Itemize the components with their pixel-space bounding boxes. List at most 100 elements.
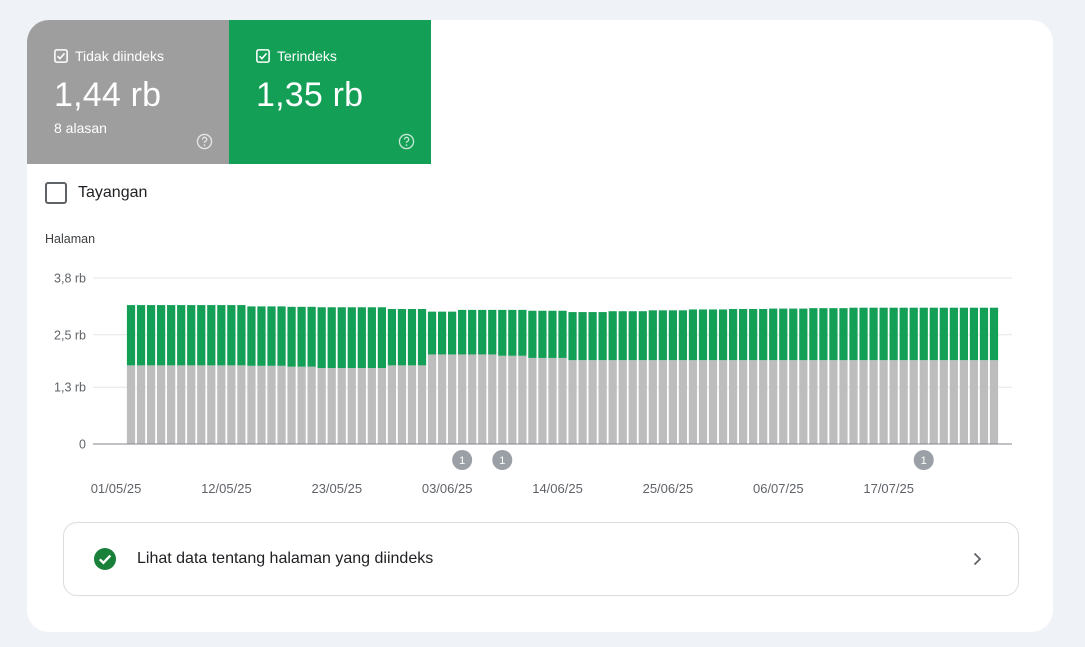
bar-indexed <box>939 307 948 361</box>
annotation-marker <box>492 450 513 470</box>
bar-not-indexed <box>538 357 547 444</box>
bar-not-indexed <box>387 365 397 444</box>
bar-indexed <box>146 305 156 366</box>
bar-indexed <box>227 305 236 366</box>
bar-indexed <box>277 306 286 366</box>
bar-not-indexed <box>578 360 587 444</box>
bar-indexed <box>949 307 958 361</box>
bar-not-indexed <box>839 360 848 444</box>
bar-indexed <box>397 309 407 366</box>
bar-indexed <box>608 311 617 361</box>
bar-not-indexed <box>568 360 577 444</box>
bar-not-indexed <box>257 365 266 444</box>
bar-not-indexed <box>146 365 156 444</box>
bar-not-indexed <box>528 357 537 444</box>
bar-indexed <box>558 310 567 358</box>
bar-not-indexed <box>307 366 316 444</box>
bar-not-indexed <box>327 367 336 444</box>
help-icon[interactable] <box>196 133 213 150</box>
x-tick-label: 25/06/25 <box>643 481 694 496</box>
bar-not-indexed <box>718 360 728 444</box>
bar-indexed <box>387 309 397 366</box>
annotation-label: 1 <box>921 455 927 467</box>
bar-not-indexed <box>859 360 868 444</box>
bar-not-indexed <box>899 360 908 444</box>
bar-indexed <box>207 305 216 366</box>
bar-not-indexed <box>708 360 718 444</box>
help-icon[interactable] <box>398 133 415 150</box>
bar-indexed <box>468 309 477 355</box>
bar-indexed <box>448 311 457 355</box>
bar-not-indexed <box>678 360 688 444</box>
bar-indexed <box>909 307 918 361</box>
x-tick-label: 12/05/25 <box>201 481 252 496</box>
bar-indexed <box>257 306 266 366</box>
bar-not-indexed <box>668 360 677 444</box>
bar-indexed <box>518 309 527 356</box>
bar-indexed <box>578 312 587 361</box>
bar-not-indexed <box>136 365 146 444</box>
bar-not-indexed <box>437 354 447 444</box>
bar-not-indexed <box>638 360 647 444</box>
bar-not-indexed <box>799 360 808 444</box>
bar-indexed <box>136 305 146 366</box>
bar-indexed <box>658 310 667 361</box>
bar-indexed <box>508 309 517 356</box>
bar-not-indexed <box>939 360 948 444</box>
bar-indexed <box>879 307 888 361</box>
bar-indexed <box>417 309 427 366</box>
bar-not-indexed <box>488 354 497 444</box>
annotation-marker <box>452 450 473 470</box>
bar-not-indexed <box>508 355 517 444</box>
bar-not-indexed <box>688 360 698 444</box>
bar-indexed <box>337 307 346 368</box>
annotation-label: 1 <box>499 455 505 467</box>
bar-indexed <box>187 305 196 366</box>
view-indexed-pages-link[interactable]: Lihat data tentang halaman yang diindeks <box>63 522 1019 596</box>
page-indexing-card: Tidak diindeks 1,44 rb 8 alasan Terindek… <box>27 20 1053 632</box>
checkbox-checked-icon[interactable] <box>54 49 68 63</box>
bar-indexed <box>839 308 848 361</box>
bar-not-indexed <box>217 365 226 444</box>
not-indexed-metric-card[interactable]: Tidak diindeks 1,44 rb 8 alasan <box>27 20 229 164</box>
bar-not-indexed <box>427 354 437 444</box>
bar-not-indexed <box>869 360 878 444</box>
bar-indexed <box>809 308 818 361</box>
bar-indexed <box>427 311 437 355</box>
x-tick-label: 23/05/25 <box>311 481 362 496</box>
x-tick-label: 01/05/25 <box>91 481 142 496</box>
bar-not-indexed <box>377 367 386 444</box>
bar-indexed <box>237 305 246 366</box>
bar-indexed <box>979 307 989 361</box>
bar-indexed <box>458 309 467 355</box>
bar-indexed <box>478 309 487 355</box>
bar-not-indexed <box>448 354 457 444</box>
bar-indexed <box>548 310 557 358</box>
bar-indexed <box>157 305 166 366</box>
checkbox-checked-icon[interactable] <box>256 49 270 63</box>
checkbox-unchecked-icon[interactable] <box>45 182 67 204</box>
bar-not-indexed <box>317 367 326 444</box>
bar-not-indexed <box>819 360 828 444</box>
indexing-chart: Halaman 0 1,3 rb 2,5 rb 3,8 rb 1 1 1 01/05/25 12/… <box>27 226 1053 496</box>
bar-indexed <box>568 312 577 361</box>
bar-not-indexed <box>769 360 778 444</box>
bar-not-indexed <box>909 360 918 444</box>
y-tick-label: 2,5 rb <box>54 328 86 342</box>
bar-indexed <box>859 307 868 361</box>
bar-indexed <box>829 308 838 361</box>
bar-not-indexed <box>177 365 186 444</box>
bar-not-indexed <box>297 366 306 444</box>
bar-indexed <box>708 309 718 361</box>
bar-indexed <box>799 308 808 361</box>
bar-not-indexed <box>789 360 798 444</box>
view-indexed-pages-label: Lihat data tentang halaman yang diindeks <box>137 550 434 567</box>
impressions-toggle[interactable]: Tayangan <box>45 182 147 204</box>
bar-not-indexed <box>929 360 938 444</box>
bar-indexed <box>899 307 908 361</box>
bar-not-indexed <box>628 360 637 444</box>
bar-not-indexed <box>889 360 898 444</box>
bar-indexed <box>969 307 979 361</box>
bar-not-indexed <box>357 367 366 444</box>
indexed-metric-card[interactable]: Terindeks 1,35 rb <box>229 20 431 164</box>
